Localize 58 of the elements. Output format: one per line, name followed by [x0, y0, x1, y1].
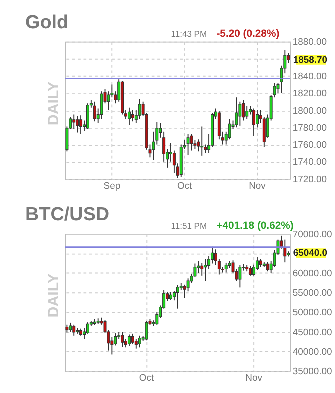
candlestick — [252, 108, 256, 137]
y-tick-label: 50000.00 — [292, 308, 332, 319]
candlestick — [224, 262, 228, 274]
candlestick — [186, 134, 190, 156]
candlestick — [72, 324, 76, 336]
y-tick-label: 1800.00 — [292, 106, 328, 117]
y-tick-label: 1880.00 — [292, 37, 328, 48]
y-tick-label: 45000.00 — [292, 327, 332, 338]
candlestick — [131, 110, 134, 122]
candlestick — [238, 264, 242, 288]
candlestick — [131, 333, 134, 345]
text: 11:51 PM — [171, 221, 208, 232]
y-tick-label: 1720.00 — [292, 174, 328, 186]
candlestick — [249, 266, 252, 276]
candlestick — [121, 332, 124, 348]
y-tick-label: 1740.00 — [292, 157, 328, 168]
text: 11:43 PM — [171, 29, 208, 40]
candlestick — [93, 101, 96, 122]
candlestick — [76, 116, 80, 134]
candlestick — [80, 115, 83, 135]
y-tick-label: 35000.00 — [292, 366, 332, 378]
x-tick-label: Oct — [139, 373, 154, 384]
x-tick-label: Sep — [104, 181, 121, 192]
candlestick — [235, 97, 238, 128]
candlestick — [197, 260, 200, 274]
text: -5.20 (0.28%) — [216, 29, 280, 40]
candlestick — [284, 239, 287, 264]
y-tick-label: 40000.00 — [292, 346, 332, 358]
y-tick-label: 1780.00 — [292, 122, 328, 134]
candlestick — [69, 322, 72, 332]
candlestick — [246, 106, 249, 120]
candlestick — [128, 334, 131, 347]
y-tick-label: 55000.00 — [292, 288, 332, 300]
candlestick — [72, 114, 76, 130]
candlestick — [204, 258, 208, 282]
chart-title: BTC/USD — [26, 204, 110, 226]
candlestick — [128, 107, 131, 126]
candlestick — [176, 284, 180, 310]
candlestick — [238, 101, 242, 126]
candlestick — [200, 126, 204, 156]
x-tick-label: Oct — [177, 181, 193, 192]
x-tick-label: Nov — [249, 181, 266, 192]
y-tick-label: 60000.00 — [292, 268, 332, 280]
candlestick — [190, 134, 194, 152]
y-tick-label: 1760.00 — [292, 140, 328, 152]
candlestick — [266, 262, 270, 272]
y-tick-label: 1840.00 — [292, 71, 328, 82]
candlestick — [256, 110, 259, 128]
y-tick-label: 70000.00 — [292, 229, 332, 240]
candlestick — [100, 91, 104, 120]
candlestick — [145, 320, 148, 342]
candlestick — [138, 335, 142, 348]
candlestick — [86, 103, 90, 130]
chart-title: Gold — [26, 12, 69, 34]
text: +401.18 (0.62%) — [216, 221, 294, 232]
x-tick-label: Nov — [246, 373, 263, 384]
y-tick-label: 1820.00 — [292, 88, 328, 100]
candlestick — [138, 98, 142, 120]
